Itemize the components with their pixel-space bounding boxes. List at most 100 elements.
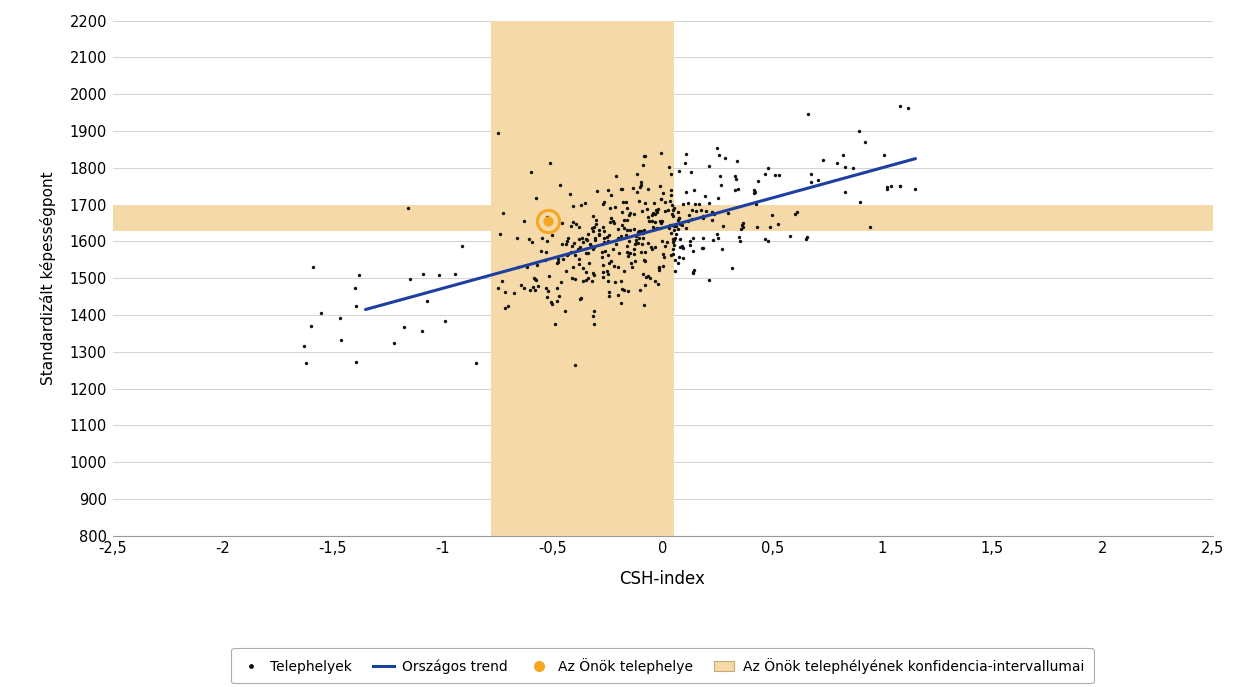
Point [744, 188, 764, 199]
Point [685, 199, 705, 210]
Point [619, 286, 639, 297]
Point [345, 282, 365, 293]
Point [707, 229, 727, 240]
Point [669, 213, 689, 224]
Point [570, 293, 590, 304]
Point [706, 142, 726, 153]
Point [842, 163, 862, 174]
Point [565, 359, 585, 370]
Point [614, 223, 634, 234]
Point [676, 186, 696, 197]
Point [699, 274, 719, 285]
Point [571, 199, 591, 210]
Point [514, 216, 534, 227]
Point [552, 254, 572, 265]
Point [639, 215, 659, 226]
Point [579, 247, 599, 258]
Point [582, 225, 602, 236]
Point [755, 234, 775, 245]
Point [346, 356, 366, 367]
Point [658, 236, 678, 247]
Point [631, 226, 651, 237]
Point [592, 221, 612, 232]
Point [671, 219, 691, 230]
Point [634, 150, 654, 161]
Point [618, 225, 638, 236]
Point [621, 258, 641, 269]
Point [651, 218, 671, 229]
Point [569, 258, 589, 269]
Point [788, 206, 808, 217]
Point [552, 218, 572, 229]
Point [684, 232, 704, 243]
Point [611, 275, 631, 286]
Point [718, 207, 738, 218]
Point [600, 203, 620, 214]
Point [570, 241, 590, 252]
Point [555, 306, 575, 317]
Point [636, 203, 656, 214]
Point [645, 209, 665, 220]
Point [725, 184, 745, 195]
Point [640, 272, 660, 283]
Point [571, 292, 591, 303]
Point [385, 337, 405, 348]
Point [725, 170, 745, 181]
Point [670, 219, 690, 230]
Point [565, 273, 585, 284]
Point [606, 239, 626, 250]
Point [648, 204, 668, 215]
Point [650, 261, 670, 272]
Point [661, 208, 681, 219]
Point [526, 275, 546, 286]
Point [669, 212, 689, 223]
Point [874, 150, 894, 161]
Point [296, 357, 316, 368]
Point [576, 234, 596, 245]
Point [568, 243, 588, 254]
Point [589, 229, 609, 240]
Point [796, 234, 816, 245]
Point [642, 244, 662, 255]
Point [508, 262, 528, 273]
Point [878, 181, 898, 192]
Point [619, 248, 639, 259]
Point [710, 170, 730, 181]
Point [746, 199, 766, 210]
Point [732, 221, 752, 232]
Point [589, 228, 609, 239]
Point [539, 270, 559, 281]
Point [595, 196, 615, 207]
Point [616, 241, 636, 252]
Point [666, 221, 686, 232]
Point [703, 215, 722, 226]
Point [539, 216, 559, 227]
Point [562, 261, 582, 272]
Point [601, 212, 621, 223]
Point [349, 269, 369, 280]
Point [619, 236, 639, 247]
Point [564, 216, 584, 227]
Point [510, 280, 530, 291]
Point [678, 215, 698, 226]
Point [808, 174, 828, 185]
Point [536, 212, 556, 223]
Point [652, 248, 672, 259]
Point [662, 249, 682, 260]
Point [652, 236, 672, 247]
Point [412, 325, 432, 336]
Point [765, 169, 785, 180]
Point [680, 240, 700, 251]
Point [679, 209, 699, 220]
Point [639, 211, 659, 222]
Point [632, 238, 652, 249]
Point [661, 199, 681, 210]
Bar [112, 205, 1212, 231]
Point [578, 272, 598, 283]
Point [645, 275, 665, 286]
Point [732, 219, 752, 230]
Point [599, 229, 619, 240]
Bar [491, 21, 674, 536]
Point [546, 258, 566, 269]
Y-axis label: Standardizált képességpont: Standardizált képességpont [40, 172, 55, 385]
